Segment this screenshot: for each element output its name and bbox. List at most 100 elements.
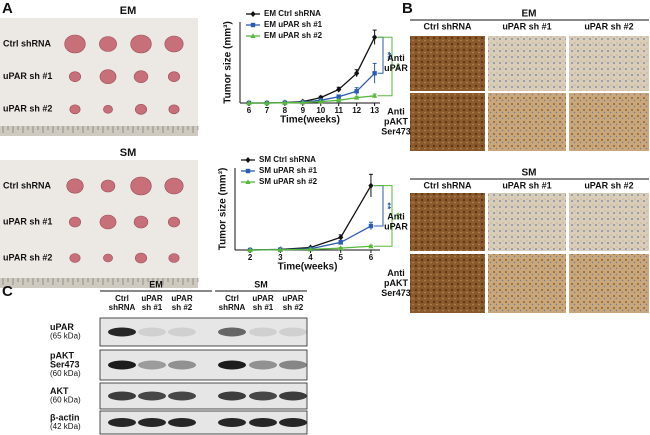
tumor <box>64 34 86 54</box>
legend-marker <box>250 33 256 38</box>
marker <box>338 245 344 251</box>
marker <box>372 71 377 76</box>
specimen-photo <box>0 18 198 136</box>
marker <box>264 100 270 105</box>
x-tick-label: 2 <box>248 253 253 262</box>
x-tick-label: 4 <box>308 253 313 262</box>
x-tick-label: 3 <box>278 253 283 262</box>
x-tick-label: 8 <box>283 106 288 115</box>
significance-label: ** <box>392 212 402 220</box>
x-tick-label: 6 <box>369 253 374 262</box>
group-title: EM <box>522 9 537 20</box>
protein-label: AKT <box>50 386 69 396</box>
photo-title: SM <box>120 147 137 159</box>
series-line <box>248 95 375 104</box>
photo-title: EM <box>120 5 137 17</box>
blot-band <box>168 418 196 427</box>
blot-band <box>218 418 246 427</box>
significance-label: ** <box>383 202 393 210</box>
tumor <box>68 216 82 228</box>
lane-label: Ctrl <box>225 294 239 303</box>
column-header: uPAR sh #1 <box>502 21 551 31</box>
specimen-photo <box>0 160 198 288</box>
y-axis-label: Tumor size (mm³) <box>223 21 234 104</box>
column-header: uPAR sh #1 <box>502 180 551 190</box>
protein-label: pAKT <box>50 350 74 360</box>
legend-marker <box>250 22 256 28</box>
significance-bracket <box>373 185 384 227</box>
marker <box>336 97 342 103</box>
group-title: SM <box>254 279 268 289</box>
row-label: Anti <box>387 211 405 221</box>
tumor <box>168 253 180 263</box>
tumor <box>103 253 113 263</box>
legend-marker <box>245 168 251 174</box>
tumor <box>167 71 181 82</box>
row-label: Ctrl shRNA <box>3 180 52 190</box>
ihc-image <box>569 36 649 91</box>
column-header: Ctrl shRNA <box>423 21 472 31</box>
marker <box>354 94 360 100</box>
blot-band <box>279 391 307 401</box>
marker <box>336 94 341 99</box>
legend-label: SM uPAR sh #2 <box>259 177 318 186</box>
marker <box>277 246 283 252</box>
marker <box>338 234 344 241</box>
ihc-image <box>410 93 485 151</box>
blot-band <box>218 360 246 370</box>
marker <box>338 240 343 245</box>
tumor <box>164 177 184 195</box>
panel-label: C <box>2 283 13 300</box>
row-label: uPAR sh #1 <box>3 71 52 81</box>
lane-label: uPAR <box>252 294 273 303</box>
series-line <box>250 185 372 251</box>
tumor <box>69 104 81 115</box>
marker <box>282 100 288 105</box>
significance-label: ** <box>392 63 402 71</box>
marker <box>372 34 378 41</box>
significance-bracket <box>377 36 393 97</box>
significance-bracket <box>373 185 393 247</box>
blot-band <box>138 360 166 370</box>
legend-label: SM uPAR sh #1 <box>259 166 318 175</box>
blot-band <box>168 327 196 337</box>
row-label: pAKT <box>384 116 408 126</box>
blot-band <box>108 391 136 401</box>
row-label: uPAR <box>384 63 408 73</box>
significance-bracket <box>377 36 384 74</box>
marker <box>307 246 314 252</box>
marker <box>247 247 253 252</box>
lane-label: shRNA <box>109 303 136 312</box>
protein-label: Ser473 <box>50 359 80 369</box>
marker <box>368 182 374 189</box>
tumor <box>130 34 152 54</box>
blot-band <box>168 360 196 370</box>
row-label: Anti <box>387 53 405 63</box>
row-label: Ser473 <box>381 288 411 298</box>
blot-band <box>138 418 166 427</box>
lane-label: uPAR <box>171 294 192 303</box>
marker <box>246 100 252 105</box>
x-tick-label: 6 <box>247 106 252 115</box>
ihc-image <box>488 93 566 151</box>
ihc-image <box>569 93 649 151</box>
ihc-image <box>410 36 485 91</box>
ihc-image <box>410 254 485 313</box>
marker <box>368 223 374 229</box>
blot-band <box>279 418 307 427</box>
ihc-image <box>569 193 649 251</box>
row-label: Ctrl shRNA <box>3 38 52 48</box>
marker <box>354 89 359 94</box>
protein-label: uPAR <box>50 322 74 332</box>
marker <box>372 93 378 98</box>
protein-size: (42 kDa) <box>50 422 81 431</box>
tumor <box>68 71 82 82</box>
tumor <box>103 105 113 114</box>
ihc-image <box>488 254 566 313</box>
tumor <box>133 215 149 229</box>
row-label: pAKT <box>384 278 408 288</box>
blot-band <box>249 418 277 427</box>
lane-label: uPAR <box>282 294 303 303</box>
ihc-image <box>569 254 649 313</box>
